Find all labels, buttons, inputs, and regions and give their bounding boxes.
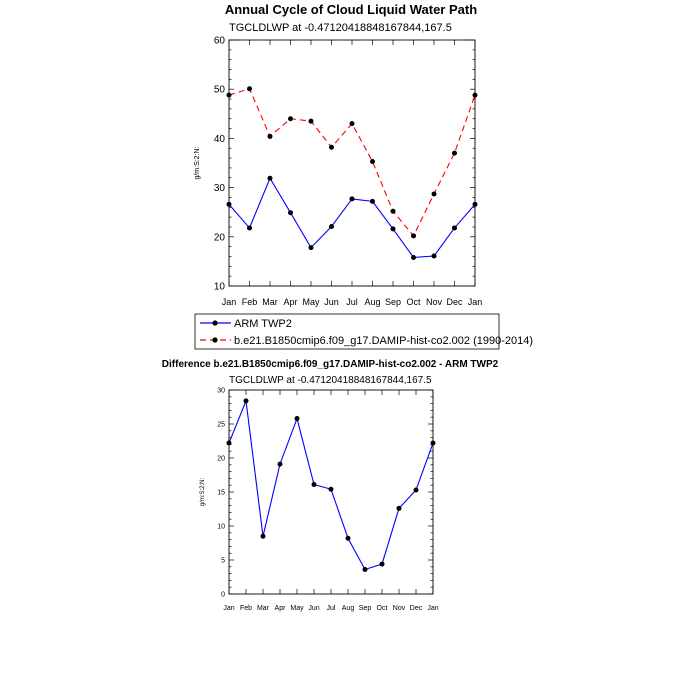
y-tick-label: 40: [214, 134, 226, 145]
x-tick-label: Nov: [426, 297, 443, 307]
y-tick-label: 60: [214, 36, 226, 47]
chart-difference: Difference b.e21.B1850cmip6.f09_g17.DAMI…: [162, 359, 499, 612]
y-tick-label: 15: [217, 489, 225, 496]
x-tick-label: Jul: [327, 605, 336, 612]
data-point: [345, 535, 351, 541]
data-point: [379, 561, 385, 567]
x-tick-label: Feb: [242, 297, 258, 307]
y-axis-label: g/m:S:2:N:: [200, 477, 206, 506]
legend-label-arm: ARM TWP2: [234, 318, 292, 330]
x-tick-label: Dec: [446, 297, 463, 307]
y-tick-label: 20: [217, 455, 225, 462]
data-point: [411, 254, 416, 260]
x-tick-label: Jan: [222, 297, 237, 307]
series-line-0: [228, 400, 434, 571]
x-tick-label: Dec: [410, 605, 423, 612]
x-tick-label: Feb: [240, 605, 252, 612]
data-point: [396, 505, 402, 511]
data-point: [472, 92, 478, 98]
data-point: [390, 226, 396, 232]
chart-title: Annual Cycle of Cloud Liquid Water Path: [225, 2, 477, 17]
x-tick-label: May: [302, 297, 320, 307]
x-tick-label: Jun: [324, 297, 339, 307]
x-tick-label: Nov: [393, 605, 406, 612]
chart-annual-cycle: Annual Cycle of Cloud Liquid Water Path …: [194, 2, 482, 307]
data-point: [247, 86, 252, 92]
data-point: [226, 201, 232, 207]
x-tick-label: May: [290, 605, 304, 612]
x-tick-label: Jan: [468, 297, 483, 307]
x-tick-label: Jul: [346, 297, 358, 307]
x-tick-label: Jun: [308, 605, 319, 612]
data-point: [349, 196, 355, 202]
data-point: [430, 440, 436, 446]
data-point: [294, 416, 300, 422]
data-point: [247, 225, 252, 231]
legend: ARM TWP2 b.e21.B1850cmip6.f09_g17.DAMIP-…: [194, 313, 533, 350]
x-tick-label: Sep: [385, 297, 401, 307]
data-point: [370, 159, 375, 165]
y-tick-label: 0: [221, 591, 225, 598]
data-point: [311, 482, 317, 488]
y-tick-label: 10: [217, 523, 225, 530]
data-point: [308, 118, 314, 124]
x-tick-label: Oct: [406, 297, 421, 307]
plot-frame: [228, 39, 476, 287]
y-tick-label: 10: [214, 282, 226, 293]
chart-title: Difference b.e21.B1850cmip6.f09_g17.DAMI…: [162, 359, 499, 370]
data-point: [362, 567, 368, 573]
x-tick-label: Apr: [283, 297, 297, 307]
data-point: [431, 253, 437, 259]
y-tick-label: 5: [221, 557, 225, 564]
chart-subtitle: TGCLDLWP at -0.47120418848167844,167.5: [229, 22, 452, 34]
data-point: [288, 210, 293, 216]
x-tick-label: Oct: [377, 605, 388, 612]
data-point: [452, 225, 457, 231]
data-point: [277, 461, 283, 467]
legend-marker-arm: [212, 320, 218, 326]
chart-subtitle: TGCLDLWP at -0.47120418848167844,167.5: [229, 375, 432, 386]
data-point: [452, 150, 457, 156]
data-point: [243, 398, 249, 404]
data-point: [226, 92, 232, 98]
x-tick-label: Jan: [223, 605, 234, 612]
series-line-1: [228, 88, 476, 237]
x-tick-label: Aug: [364, 297, 380, 307]
data-point: [413, 487, 419, 493]
x-tick-label: Mar: [262, 297, 278, 307]
y-tick-label: 50: [214, 85, 226, 96]
x-tick-label: Aug: [342, 605, 355, 612]
legend-label-model: b.e21.B1850cmip6.f09_g17.DAMIP-hist-co2.…: [234, 335, 533, 347]
legend-box: [194, 313, 500, 350]
data-point: [267, 175, 273, 181]
data-point: [370, 198, 375, 204]
y-tick-label: 20: [214, 232, 226, 243]
data-point: [260, 533, 266, 539]
legend-marker-model: [212, 337, 218, 343]
data-point: [329, 144, 334, 150]
data-point: [390, 208, 396, 214]
plot-frame: [228, 389, 434, 595]
data-point: [328, 486, 334, 492]
data-point: [267, 133, 273, 139]
y-tick-label: 25: [217, 421, 225, 428]
data-point: [472, 201, 478, 207]
data-point: [411, 233, 416, 239]
series-line-0: [228, 177, 476, 259]
y-axis-label: g/m:S:2:N:: [194, 146, 201, 179]
data-point: [329, 223, 334, 229]
data-point: [288, 116, 293, 122]
x-tick-label: Mar: [257, 605, 270, 612]
x-tick-label: Jan: [427, 605, 438, 612]
y-tick-label: 30: [217, 387, 225, 394]
data-point: [308, 245, 314, 251]
x-tick-label: Apr: [275, 605, 287, 612]
x-tick-label: Sep: [359, 605, 372, 612]
data-point: [349, 121, 355, 127]
data-point: [226, 440, 232, 446]
y-tick-label: 30: [214, 183, 226, 194]
data-point: [431, 191, 437, 197]
